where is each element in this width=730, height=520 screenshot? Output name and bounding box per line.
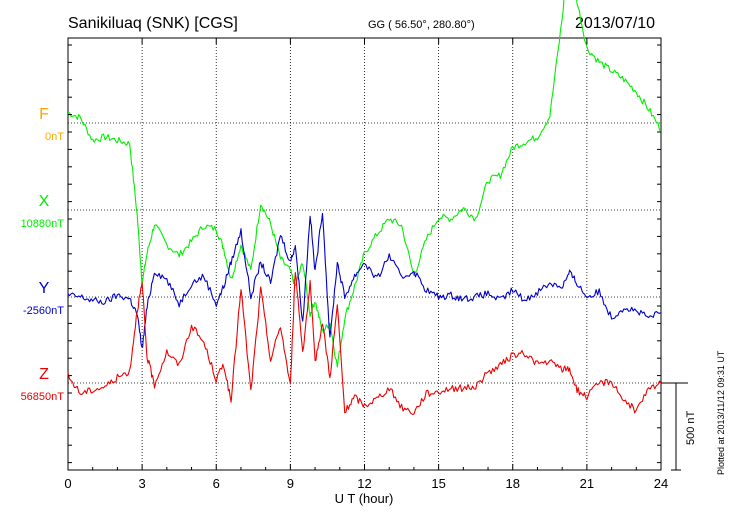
series-line-x <box>67 0 662 368</box>
scale-bar-label: 500 nT <box>685 410 697 445</box>
x-tick-label: 24 <box>654 476 668 491</box>
component-name-z: Z <box>39 366 49 383</box>
component-labels: F 0nT X 10880nT Y -2560nT Z 56850nT <box>21 106 65 403</box>
component-name-x: X <box>39 193 50 210</box>
x-tick-labels: 0 3 6 9 12 15 18 21 24 <box>64 38 668 491</box>
x-tick-label: 15 <box>431 476 445 491</box>
station-title: Sanikiluaq (SNK) [CGS] <box>68 15 238 32</box>
x-tick-label: 0 <box>64 476 71 491</box>
scale-bar: 500 nT <box>661 382 697 471</box>
component-baseline-f: 0nT <box>45 131 64 143</box>
x-tick-label: 12 <box>357 476 371 491</box>
plotted-at-note: Plotted at 2013/11/12 09:31 UT <box>716 350 726 475</box>
series-layer <box>67 0 662 415</box>
x-tick-label: 3 <box>139 476 146 491</box>
series-line-y <box>67 212 662 348</box>
x-tick-label: 21 <box>580 476 594 491</box>
component-baseline-z: 56850nT <box>21 391 65 403</box>
x-tick-label: 18 <box>506 476 520 491</box>
coordinates-label: GG ( 56.50°, 280.80°) <box>368 19 475 31</box>
date-label: 2013/07/10 <box>575 15 655 32</box>
component-name-y: Y <box>39 280 50 297</box>
x-tick-label: 9 <box>287 476 294 491</box>
series-line-z <box>67 272 662 415</box>
component-baseline-y: -2560nT <box>23 305 64 317</box>
component-baseline-x: 10880nT <box>21 218 65 230</box>
x-tick-label: 6 <box>213 476 220 491</box>
grid-lines <box>68 38 661 470</box>
x-axis-title: U T (hour) <box>335 491 394 506</box>
component-name-f: F <box>39 106 49 123</box>
